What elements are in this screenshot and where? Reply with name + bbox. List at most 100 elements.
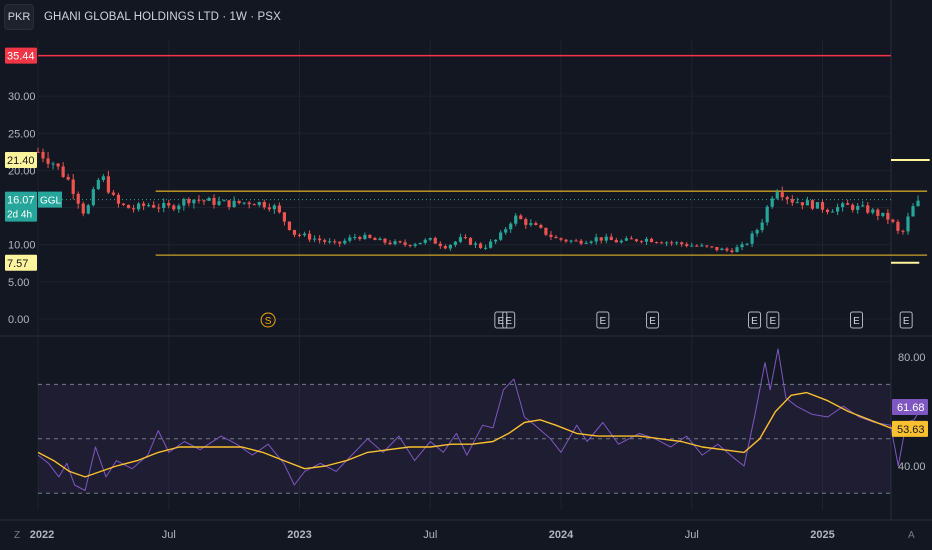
- candle-body: [690, 245, 694, 247]
- candle-body: [438, 243, 442, 247]
- currency-badge[interactable]: PKR: [4, 4, 34, 30]
- earnings-marker[interactable]: [596, 311, 610, 329]
- candle-body: [302, 233, 307, 236]
- candle-body: [157, 207, 161, 209]
- candle-body: [765, 206, 769, 223]
- candle-body: [136, 203, 141, 210]
- candle-body: [514, 215, 518, 224]
- candle-body: [126, 204, 131, 209]
- rsi-axis-label: 40.00: [898, 461, 926, 473]
- candle-body: [665, 242, 669, 244]
- chart-header: PKR GHANI GLOBAL HOLDINGS LTD · 1W · PSX: [4, 4, 281, 30]
- candle-body: [851, 204, 855, 210]
- candle-body: [810, 200, 815, 209]
- earnings-marker-text[interactable]: E: [769, 316, 776, 327]
- candle-body: [101, 176, 105, 180]
- candle-body: [750, 233, 754, 244]
- earnings-marker[interactable]: [899, 311, 913, 329]
- candle-body: [529, 223, 533, 225]
- earnings-marker[interactable]: [748, 311, 762, 329]
- candle-body: [695, 245, 699, 247]
- candle-body: [142, 203, 146, 206]
- bar-countdown: 2d 4h: [7, 210, 32, 221]
- candle-body: [846, 203, 850, 205]
- candle-body: [373, 237, 377, 241]
- candle-body: [629, 238, 634, 240]
- candle-body: [363, 234, 367, 240]
- candle-body: [835, 207, 840, 212]
- candle-body: [66, 176, 70, 180]
- candle-body: [51, 163, 55, 165]
- candle-body: [614, 240, 618, 243]
- candle-body: [262, 202, 266, 208]
- candle-body: [488, 241, 493, 248]
- split-marker[interactable]: [260, 312, 276, 328]
- candle-body: [609, 236, 613, 241]
- symbol-tag-box: [38, 191, 62, 208]
- candle-body: [524, 219, 528, 225]
- price-axis-label: 5.00: [8, 277, 29, 289]
- earnings-marker-text[interactable]: E: [649, 316, 656, 327]
- candle-body: [760, 222, 764, 231]
- candle-body: [378, 238, 382, 241]
- time-axis-label: 2024: [549, 529, 574, 541]
- candle-body: [795, 202, 799, 204]
- earnings-marker[interactable]: [502, 311, 516, 329]
- candle-body: [534, 223, 538, 226]
- candle-body: [252, 204, 256, 206]
- candle-body: [770, 198, 774, 207]
- candle-body: [343, 240, 347, 244]
- earnings-marker[interactable]: [646, 311, 660, 329]
- tp-price-label-box: [5, 47, 37, 64]
- earnings-marker-text[interactable]: E: [498, 316, 505, 327]
- auto-scale-button[interactable]: A: [908, 530, 915, 541]
- candle-body: [730, 250, 734, 253]
- earnings-marker-text[interactable]: E: [903, 316, 910, 327]
- candle-body: [403, 242, 407, 245]
- candle-body: [881, 212, 885, 216]
- candle-body: [509, 223, 513, 230]
- candle-body: [871, 209, 875, 213]
- candle-body: [453, 241, 457, 245]
- candle-body: [408, 244, 412, 246]
- earnings-marker-text[interactable]: E: [505, 316, 512, 327]
- candle-body: [619, 240, 623, 243]
- candle-body: [604, 236, 608, 241]
- candle-body: [192, 199, 196, 204]
- earnings-marker[interactable]: [849, 311, 863, 329]
- candle-body: [891, 219, 895, 222]
- zoom-button[interactable]: Z: [14, 530, 21, 541]
- symbol-title[interactable]: GHANI GLOBAL HOLDINGS LTD · 1W · PSX: [44, 11, 281, 23]
- candle-body: [423, 239, 427, 243]
- earnings-marker-text[interactable]: E: [751, 316, 758, 327]
- earnings-marker-text[interactable]: E: [600, 316, 607, 327]
- split-marker-text[interactable]: S: [265, 316, 272, 327]
- candle-body: [644, 238, 649, 242]
- candle-body: [725, 248, 729, 251]
- candle-body: [312, 238, 317, 240]
- candle-body: [735, 247, 739, 253]
- price-axis-label: 0.00: [8, 314, 29, 326]
- rsi-value-box: [892, 399, 928, 416]
- candle-body: [202, 200, 206, 202]
- candle-body: [624, 238, 628, 241]
- candle-body: [901, 230, 905, 232]
- candle-body: [906, 216, 910, 232]
- candle-body: [433, 237, 437, 244]
- candle-body: [519, 215, 523, 220]
- candle-body: [458, 237, 463, 242]
- candle-body: [740, 244, 744, 248]
- earnings-marker[interactable]: [766, 311, 780, 329]
- candle-body: [41, 151, 45, 159]
- earnings-marker-text[interactable]: E: [853, 316, 860, 327]
- rsi-axis-label: 80.00: [898, 352, 926, 364]
- candle-body: [584, 242, 588, 244]
- earnings-marker[interactable]: [494, 311, 508, 329]
- rsi-ma-line: [37, 391, 922, 478]
- candle-body: [483, 247, 488, 249]
- candle-body: [247, 202, 251, 205]
- candle-body: [720, 248, 724, 251]
- candle-body: [106, 176, 111, 193]
- candle-body: [805, 200, 810, 206]
